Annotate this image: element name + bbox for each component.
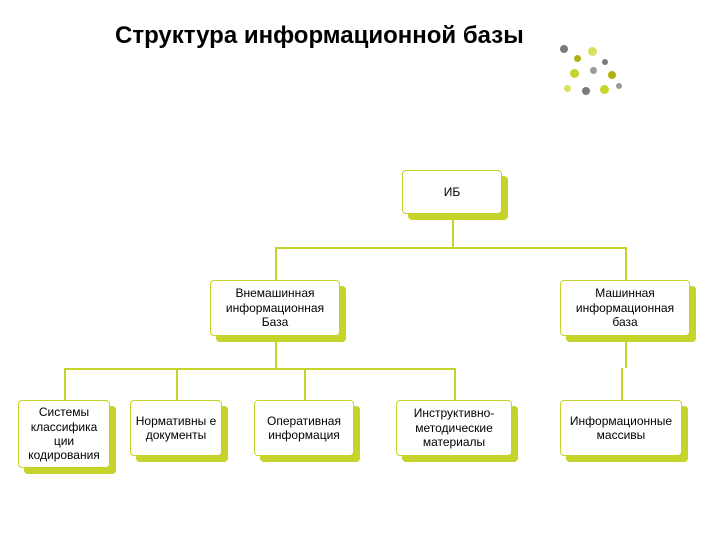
decoration-dot	[564, 85, 571, 92]
decoration-dot	[574, 55, 581, 62]
connector	[625, 247, 627, 280]
connector	[64, 368, 454, 370]
decoration-dot	[570, 69, 579, 78]
node-l3l-0: Системы классифика ции кодирования	[18, 400, 110, 468]
node-l3l-3-label: Инструктивно-методические материалы	[396, 400, 512, 456]
decoration-dot	[588, 47, 597, 56]
node-l3r-0: Информационные массивы	[560, 400, 682, 456]
decoration-dot	[608, 71, 616, 79]
connector	[275, 342, 277, 368]
node-l3l-1: Нормативны е документы	[130, 400, 222, 456]
decoration-dots	[560, 45, 640, 105]
decoration-dot	[600, 85, 609, 94]
connector	[304, 368, 306, 400]
node-root: ИБ	[402, 170, 502, 214]
node-l2-1-label: Машинная информационная база	[560, 280, 690, 336]
decoration-dot	[616, 83, 622, 89]
connector	[621, 368, 623, 400]
node-l3l-0-label: Системы классифика ции кодирования	[18, 400, 110, 468]
node-l3l-3: Инструктивно-методические материалы	[396, 400, 512, 456]
decoration-dot	[560, 45, 568, 53]
connector	[625, 342, 627, 368]
connector	[275, 247, 625, 249]
connector	[176, 368, 178, 400]
decoration-dot	[602, 59, 608, 65]
connector	[452, 220, 454, 247]
node-l3l-1-label: Нормативны е документы	[130, 400, 222, 456]
connector	[275, 247, 277, 280]
node-l3r-0-label: Информационные массивы	[560, 400, 682, 456]
node-l2-1: Машинная информационная база	[560, 280, 690, 336]
decoration-dot	[582, 87, 590, 95]
node-l2-0: Внемашинная информационная База	[210, 280, 340, 336]
node-l3l-2-label: Оперативная информация	[254, 400, 354, 456]
connector	[64, 368, 66, 400]
node-l3l-2: Оперативная информация	[254, 400, 354, 456]
decoration-dot	[590, 67, 597, 74]
connector	[454, 368, 456, 400]
node-root-label: ИБ	[402, 170, 502, 214]
node-l2-0-label: Внемашинная информационная База	[210, 280, 340, 336]
page-title: Структура информационной базы	[115, 22, 524, 50]
